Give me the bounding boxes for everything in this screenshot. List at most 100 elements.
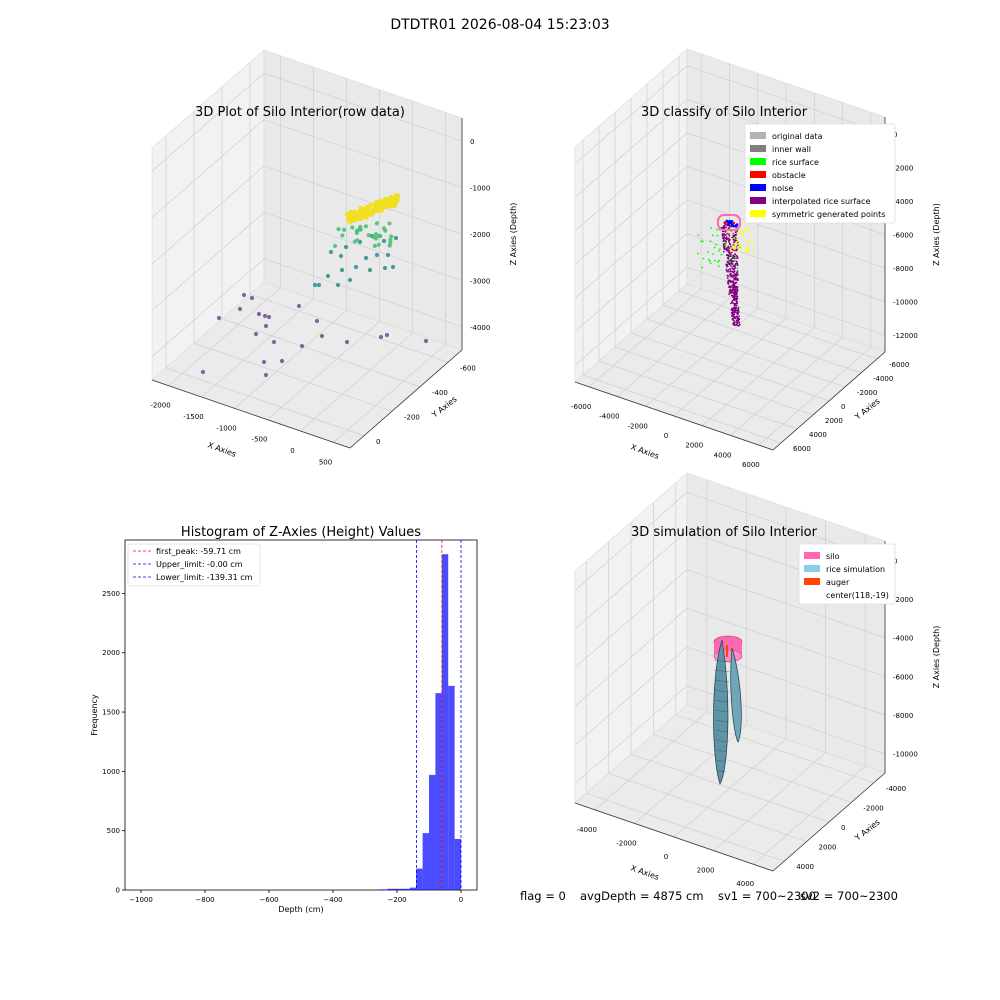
interpolated-point: [722, 234, 725, 237]
rice-surface-point: [717, 250, 720, 252]
rice-surface-point: [734, 237, 736, 240]
y-axis-line: [772, 772, 886, 872]
scatter-point: [339, 267, 345, 273]
interpolated-point: [726, 277, 729, 279]
legend-swatch: [804, 552, 820, 559]
legend-label: first_peak: -59.71 cm: [156, 547, 241, 556]
y-tick-label: 0: [841, 824, 845, 832]
rice-surface-point: [709, 240, 712, 243]
legend-swatch: [750, 145, 766, 152]
scatter-point: [384, 332, 390, 338]
rice-surface-point: [734, 259, 737, 262]
z-tick-label: -4000: [893, 635, 913, 643]
scatter-point: [358, 205, 363, 210]
x-tick-label: -1000: [216, 424, 236, 432]
symmetric-point: [748, 240, 751, 243]
interpolated-point: [736, 270, 739, 272]
rice-surface-point: [715, 243, 717, 246]
scatter-point: [347, 277, 353, 283]
x-tick-label: -4000: [599, 413, 619, 421]
floor-grid-y: [608, 773, 807, 842]
symmetric-point: [747, 229, 749, 231]
histogram-bar: [416, 868, 423, 890]
interpolated-point: [727, 282, 730, 285]
z-grid-line: [574, 607, 886, 707]
histogram-bar: [387, 888, 410, 890]
surface-mesh-line: [716, 759, 727, 763]
scatter-point: [364, 215, 369, 220]
x-tick-label: -2000: [628, 422, 648, 430]
z-grid-line: [151, 72, 463, 172]
scatter-point: [345, 217, 350, 222]
interpolated-point: [723, 224, 726, 227]
symmetric-point: [744, 238, 747, 241]
interpolated-point: [725, 238, 728, 241]
legend-swatch: [750, 132, 766, 139]
x-tick-label: 6000: [742, 461, 760, 469]
histogram-bar: [448, 685, 455, 890]
z-grid-line: [574, 266, 886, 366]
symmetric-point: [739, 248, 742, 251]
z-grid-line: [574, 233, 886, 332]
interpolated-point: [734, 317, 737, 320]
interpolated-point: [724, 237, 727, 240]
histogram-bar: [429, 774, 436, 890]
interpolated-point: [723, 248, 726, 251]
y-tick-label: 6000: [793, 445, 811, 453]
y-tick-label: 2000: [819, 844, 837, 852]
scatter-point: [299, 343, 305, 349]
rice-surface-point: [712, 253, 714, 255]
y-axis-label: Y Axies: [429, 395, 458, 421]
scatter-point: [393, 235, 399, 241]
rice-surface-point: [713, 246, 716, 249]
scatter-point: [380, 206, 385, 211]
z-tick-label: -6000: [893, 232, 913, 240]
rice-surface-point: [709, 260, 711, 262]
scatter-point: [423, 338, 429, 344]
z-grid-line: [574, 569, 886, 668]
interpolated-point: [731, 260, 734, 263]
x-axis-label: X Axies: [629, 863, 660, 882]
interpolated-point: [726, 263, 729, 266]
interpolated-point: [728, 234, 731, 237]
rice-surface-point: [726, 266, 728, 269]
interpolated-point: [731, 263, 734, 265]
x-tick-label: 2000: [697, 867, 715, 875]
histogram-bar: [409, 887, 417, 890]
interpolated-point: [735, 281, 738, 284]
symmetric-point: [731, 247, 734, 249]
legend-label: center(118,-19): [826, 591, 889, 600]
interpolated-point: [733, 311, 736, 314]
y-tick-label: 0: [116, 887, 120, 895]
x-tick-label: 500: [319, 458, 332, 466]
interpolated-point: [736, 322, 739, 325]
z-grid-line: [151, 119, 463, 218]
interpolated-point: [734, 265, 736, 268]
floor-grid-y: [193, 342, 393, 412]
rice-surface-point: [724, 244, 727, 247]
x-tick-label: −800: [195, 896, 214, 904]
x-tick-label: 0: [664, 853, 668, 861]
z-grid-line: [574, 491, 886, 591]
legend-box: [127, 543, 261, 587]
interpolated-point: [738, 321, 741, 324]
scatter-point: [377, 199, 382, 204]
interpolated-point: [723, 240, 726, 242]
rice-surface-point: [702, 257, 705, 260]
interpolated-point: [725, 236, 728, 238]
interpolated-point: [734, 292, 737, 294]
legend-swatch: [750, 210, 766, 217]
scatter-point: [374, 221, 379, 226]
scatter-point: [279, 358, 285, 364]
rice-surface-point: [734, 256, 737, 259]
interpolated-point: [736, 264, 739, 266]
interpolated-point: [731, 267, 734, 270]
scatter-point: [376, 242, 381, 247]
rice-surface-point: [697, 234, 700, 236]
symmetric-point: [735, 240, 738, 243]
scatter-point: [314, 318, 320, 324]
floor-grid-y: [630, 332, 830, 402]
interpolated-point: [730, 270, 732, 272]
interpolated-point: [732, 274, 734, 277]
rice-surface-point: [716, 234, 719, 237]
